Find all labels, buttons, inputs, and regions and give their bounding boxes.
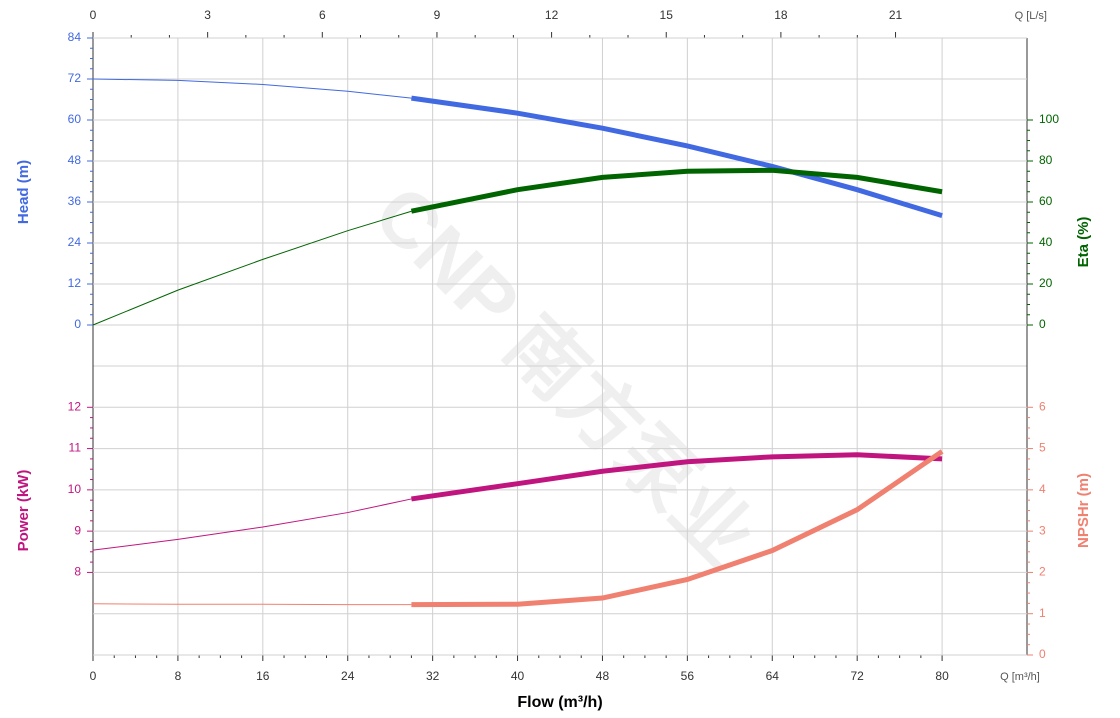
x2-tick-label: 3 <box>204 8 211 22</box>
curve-operating <box>411 452 943 502</box>
y2-tick-label: 2 <box>1039 565 1046 579</box>
x-tick-label: 8 <box>175 669 182 683</box>
curve-thin <box>92 498 412 551</box>
curve-operating <box>411 449 944 608</box>
curve-thin <box>92 210 412 326</box>
x-tick-label: 0 <box>90 669 97 683</box>
y2-axis-label: NPSHr (m) <box>1075 473 1092 548</box>
y-tick-label: 9 <box>74 523 81 537</box>
x-tick-label: 64 <box>766 669 780 683</box>
x-tick-label: 56 <box>681 669 695 683</box>
x-tick-label: 48 <box>596 669 610 683</box>
x2-tick-label: 6 <box>319 8 326 22</box>
y-tick-label: 84 <box>68 30 82 44</box>
y-tick-label: 36 <box>68 194 82 208</box>
x2-unit: Q [L/s] <box>1015 10 1047 22</box>
curve-thin <box>92 78 412 99</box>
y2-tick-label: 20 <box>1039 276 1053 290</box>
y-tick-label: 48 <box>68 153 82 167</box>
y2-tick-label: 0 <box>1039 317 1046 331</box>
y2-tick-label: 60 <box>1039 194 1053 208</box>
y2-tick-label: 80 <box>1039 153 1053 167</box>
x-tick-label: 32 <box>426 669 440 683</box>
x-tick-label: 16 <box>256 669 270 683</box>
y-tick-label: 8 <box>74 565 81 579</box>
y-tick-label: 72 <box>68 71 82 85</box>
x-tick-label: 72 <box>851 669 865 683</box>
y-tick-label: 12 <box>68 276 82 290</box>
y-tick-label: 10 <box>68 482 82 496</box>
curve-operating <box>411 95 943 219</box>
y2-tick-label: 6 <box>1039 399 1046 413</box>
y-tick-label: 24 <box>68 235 82 249</box>
y2-tick-label: 1 <box>1039 606 1046 620</box>
curve-operating <box>410 167 943 214</box>
y2-tick-label: 3 <box>1039 523 1046 537</box>
y2-axis-label: Eta (%) <box>1075 217 1092 268</box>
x-tick-label: 24 <box>341 669 355 683</box>
x-tick-label: 80 <box>935 669 949 683</box>
y2-tick-label: 0 <box>1039 647 1046 661</box>
x-tick-label: 40 <box>511 669 525 683</box>
watermark: CNP 南方泵业 <box>358 169 772 583</box>
x2-tick-label: 21 <box>889 8 903 22</box>
x2-tick-label: 12 <box>545 8 559 22</box>
x2-tick-label: 18 <box>774 8 788 22</box>
y2-tick-label: 40 <box>1039 235 1053 249</box>
x2-tick-label: 9 <box>434 8 441 22</box>
y2-tick-label: 5 <box>1039 441 1046 455</box>
y2-tick-label: 100 <box>1039 112 1059 126</box>
y-axis-label: Head (m) <box>15 160 32 224</box>
y-tick-label: 12 <box>68 399 82 413</box>
y-tick-label: 11 <box>69 441 82 455</box>
x-unit: Q [m³/h] <box>1000 671 1040 683</box>
curve-thin <box>92 603 412 606</box>
y-axis-label: Power (kW) <box>15 470 32 552</box>
x2-tick-label: 0 <box>90 8 97 22</box>
y-tick-label: 0 <box>74 317 81 331</box>
x2-tick-label: 15 <box>660 8 674 22</box>
y2-tick-label: 4 <box>1039 482 1046 496</box>
x-axis-label: Flow (m³/h) <box>517 694 602 711</box>
y-tick-label: 60 <box>68 112 82 126</box>
